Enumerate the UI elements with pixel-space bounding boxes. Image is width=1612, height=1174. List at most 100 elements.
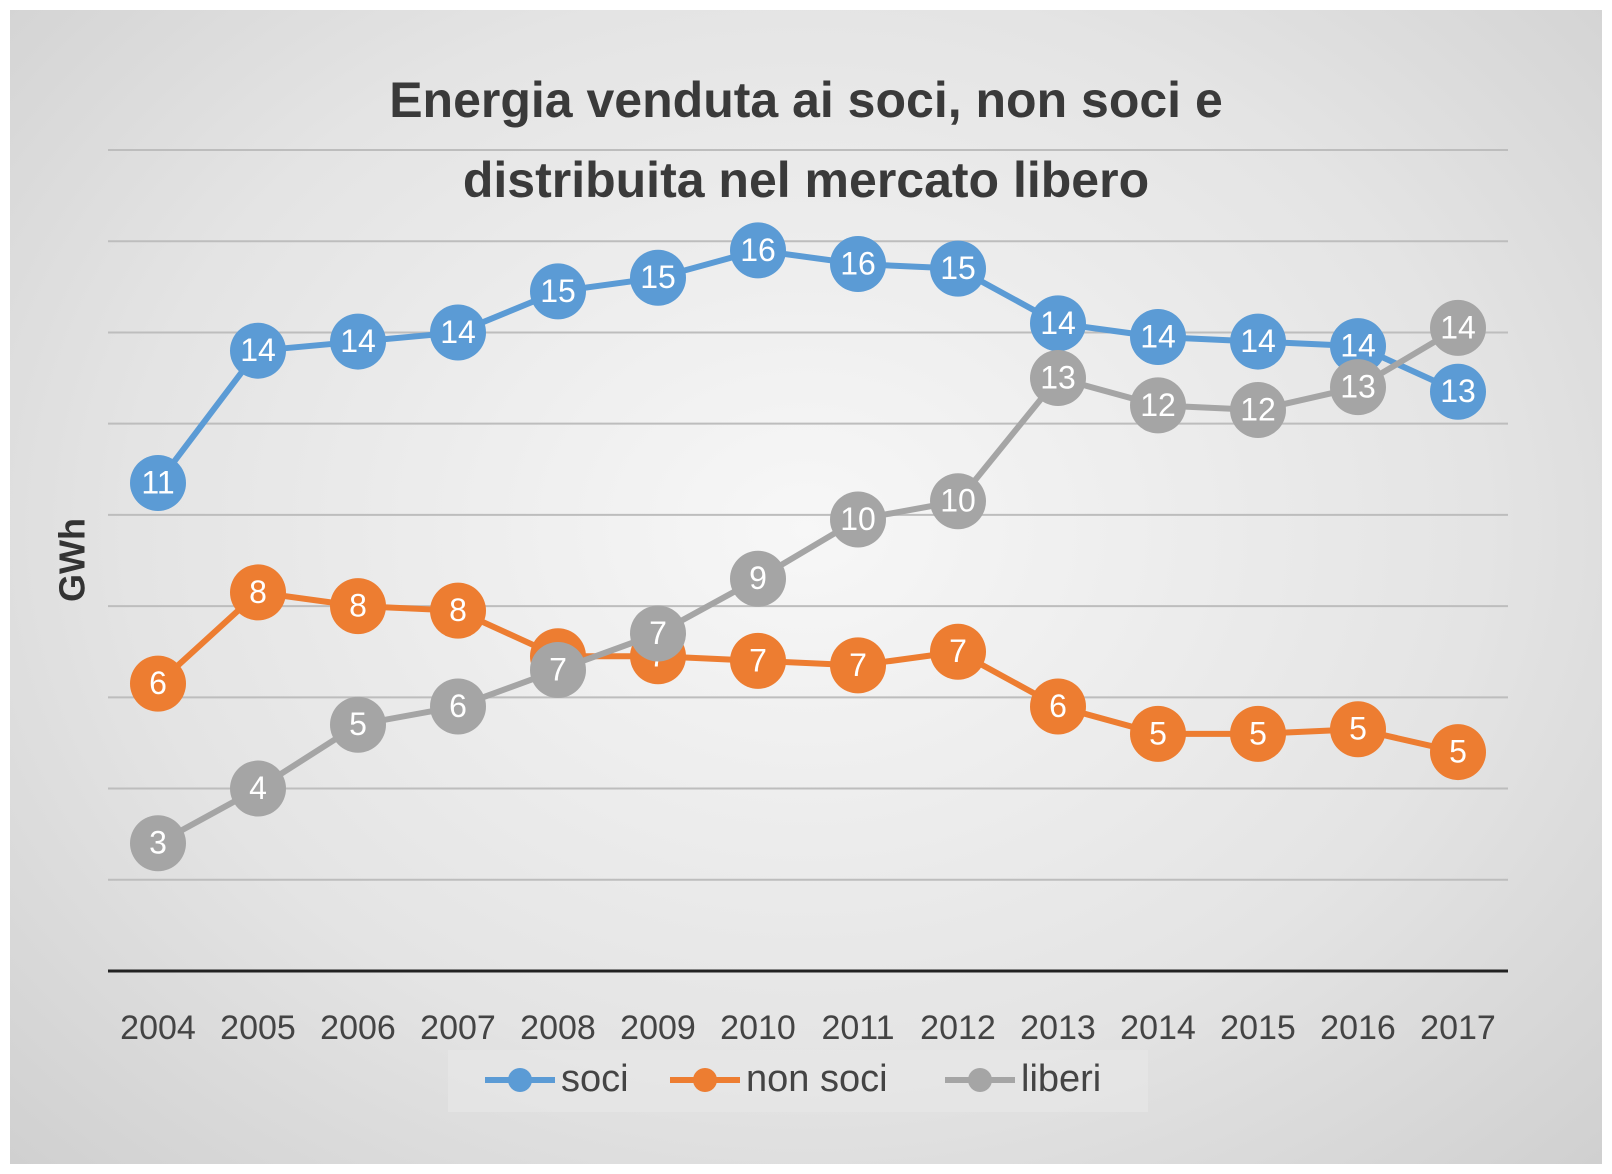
- x-tick-label: 2004: [120, 1009, 196, 1047]
- marker: [630, 605, 686, 662]
- data-label: 15: [640, 259, 676, 295]
- data-label: 14: [1440, 309, 1476, 345]
- marker: [330, 578, 386, 635]
- data-label: 12: [1240, 391, 1276, 427]
- data-label: 13: [1440, 373, 1476, 409]
- x-tick-label: 2005: [220, 1009, 296, 1047]
- data-label: 6: [449, 688, 467, 724]
- marker: [130, 454, 186, 511]
- data-label: 14: [240, 332, 276, 368]
- marker: [1130, 705, 1186, 762]
- data-label: 13: [1340, 369, 1376, 405]
- marker: [630, 249, 686, 306]
- data-label: 14: [1240, 323, 1276, 359]
- marker: [1130, 377, 1186, 434]
- marker: [1230, 705, 1286, 762]
- data-label: 8: [449, 592, 467, 628]
- marker: [330, 313, 386, 370]
- x-tick-label: 2016: [1320, 1009, 1396, 1047]
- data-label: 8: [349, 588, 367, 624]
- marker: [230, 322, 286, 379]
- data-label: 13: [1040, 360, 1076, 396]
- data-label: 12: [1140, 387, 1176, 423]
- marker: [830, 236, 886, 293]
- marker: [1430, 724, 1486, 781]
- marker: [930, 623, 986, 680]
- marker: [1330, 359, 1386, 416]
- data-label: 10: [940, 483, 976, 519]
- data-label: 14: [440, 314, 476, 350]
- marker: [830, 637, 886, 694]
- marker: [1430, 363, 1486, 420]
- data-label: 7: [849, 647, 867, 683]
- marker: [130, 655, 186, 712]
- data-label: 7: [649, 615, 667, 651]
- data-label: 7: [749, 642, 767, 678]
- x-tick-label: 2013: [1020, 1009, 1096, 1047]
- data-label: 15: [940, 250, 976, 286]
- legend-marker: [968, 1068, 992, 1092]
- marker: [1130, 309, 1186, 366]
- marker: [130, 815, 186, 872]
- data-label: 14: [1040, 305, 1076, 341]
- x-tick-label: 2008: [520, 1009, 596, 1047]
- marker: [1430, 299, 1486, 356]
- data-label: 5: [1149, 715, 1167, 751]
- legend-marker: [508, 1068, 532, 1092]
- data-label: 5: [1349, 711, 1367, 747]
- data-label: 7: [549, 651, 567, 687]
- data-label: 14: [340, 323, 376, 359]
- marker: [1030, 678, 1086, 735]
- data-label: 16: [740, 232, 776, 268]
- marker: [1030, 350, 1086, 407]
- legend-label: liberi: [1021, 1058, 1101, 1100]
- chart-title: Energia venduta ai soci, non soci e dist…: [389, 72, 1223, 208]
- chart-area: GWh 2004 2005 2006 2007 2008 2009 2010 2011 2012 2…: [10, 10, 1602, 1164]
- legend-label: soci: [561, 1058, 629, 1100]
- x-tick-label: 2014: [1120, 1009, 1196, 1047]
- x-tick-label: 2012: [920, 1009, 996, 1047]
- marker: [330, 696, 386, 753]
- legend-label: non soci: [746, 1058, 888, 1100]
- y-axis-label: GWh: [52, 518, 93, 602]
- data-label: 16: [840, 245, 876, 281]
- marker: [730, 550, 786, 607]
- data-label: 14: [1340, 328, 1376, 364]
- data-label: 10: [840, 501, 876, 537]
- marker: [530, 263, 586, 320]
- legend-marker: [693, 1068, 717, 1092]
- marker: [1330, 318, 1386, 375]
- data-label: 5: [1449, 734, 1467, 770]
- x-tick-label: 2007: [420, 1009, 496, 1047]
- x-tick-label: 2010: [720, 1009, 796, 1047]
- chart: GWh 2004 2005 2006 2007 2008 2009 2010 2011 2012 2…: [52, 149, 1508, 1112]
- marker: [730, 222, 786, 279]
- data-label: 8: [249, 574, 267, 610]
- legend-box: [448, 1050, 1148, 1112]
- marker: [930, 473, 986, 530]
- marker: [730, 632, 786, 689]
- x-tick-label: 2006: [320, 1009, 396, 1047]
- data-label: 6: [149, 665, 167, 701]
- marker: [830, 491, 886, 548]
- x-tick-label: 2011: [821, 1009, 894, 1047]
- marker: [1230, 313, 1286, 370]
- data-label: 9: [749, 560, 767, 596]
- data-label: 6: [1049, 688, 1067, 724]
- x-tick-label: 2015: [1220, 1009, 1296, 1047]
- x-tick-label: 2017: [1420, 1009, 1496, 1047]
- marker: [930, 240, 986, 297]
- data-label: 5: [1249, 715, 1267, 751]
- x-tick-label: 2009: [620, 1009, 696, 1047]
- data-label: 4: [249, 770, 267, 806]
- data-label: 15: [540, 273, 576, 309]
- marker: [1330, 701, 1386, 758]
- data-label: 3: [149, 825, 167, 861]
- marker: [530, 641, 586, 698]
- marker: [430, 304, 486, 361]
- marker: [430, 582, 486, 639]
- marker: [230, 760, 286, 817]
- data-label: 11: [141, 464, 174, 500]
- data-label: 7: [949, 633, 967, 669]
- marker: [230, 564, 286, 621]
